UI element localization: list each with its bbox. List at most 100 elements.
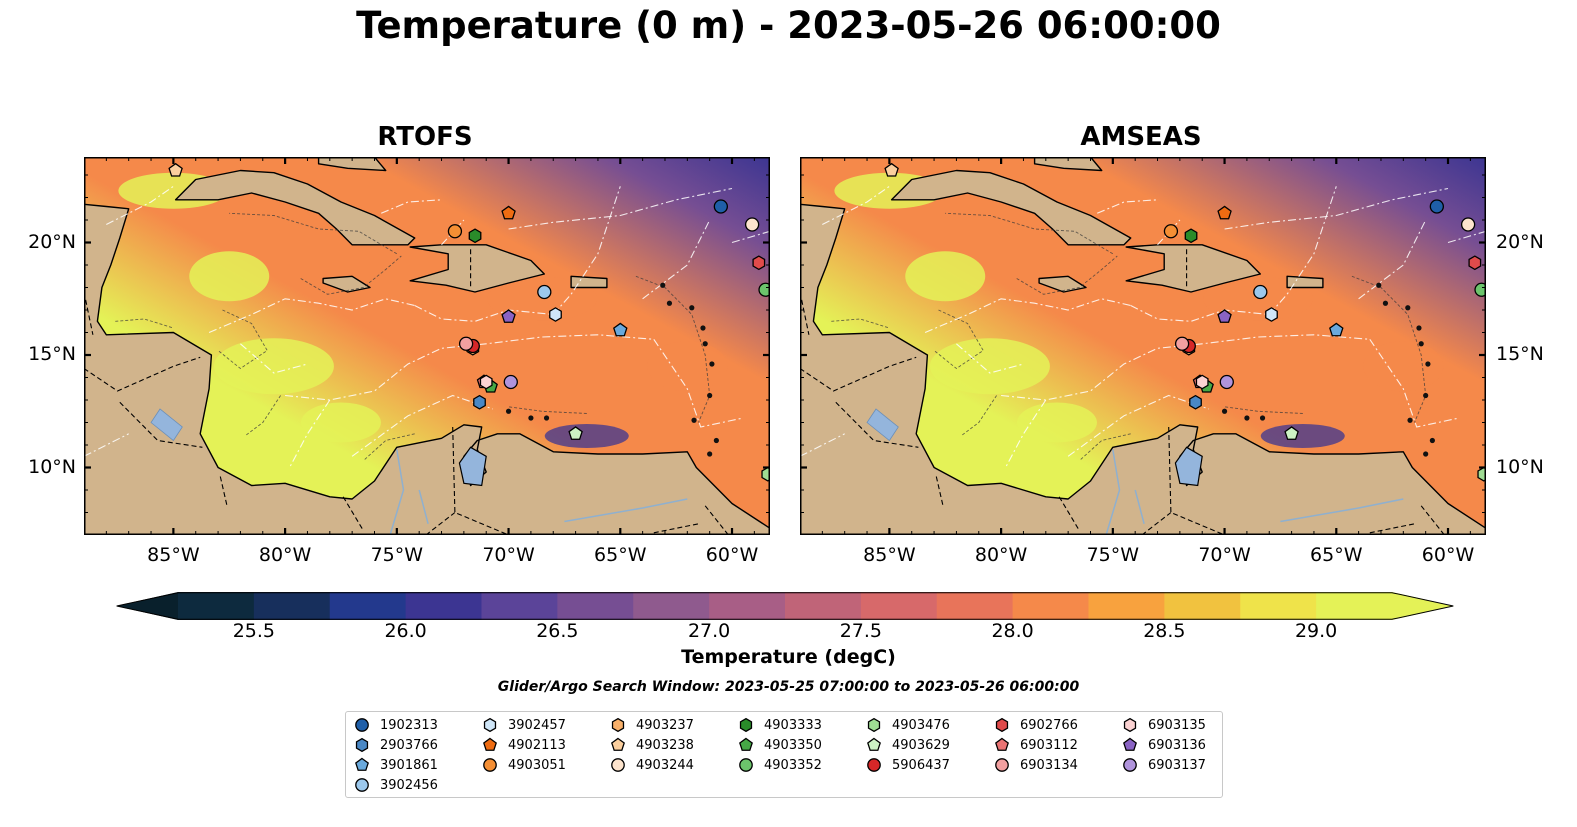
eez-boundary — [1224, 187, 1449, 230]
float-marker-3902456 — [537, 284, 552, 300]
lon-tick-label: 60°W — [705, 544, 759, 566]
eez-boundary — [552, 186, 621, 315]
small-island — [1244, 415, 1250, 421]
legend-item-6903137: 6903137 — [1120, 755, 1206, 775]
lat-tick-label: 15°N — [1496, 343, 1544, 365]
legend-marker-hexagon — [995, 717, 1009, 733]
float-marker-4903476 — [761, 466, 770, 482]
float-marker-3902456 — [1253, 284, 1268, 300]
small-island — [666, 300, 673, 306]
colorbar-band — [1164, 592, 1241, 620]
colorbar-band — [1012, 592, 1090, 620]
eez-boundary — [653, 338, 744, 428]
legend-item-4903244: 4903244 — [608, 755, 694, 775]
legend-label: 6903134 — [1020, 757, 1078, 773]
legend-marker-hexagon — [483, 717, 497, 733]
colorbar-outline — [116, 592, 1454, 620]
lon-tick-label: 70°W — [482, 544, 535, 566]
lat-tick-label: 10°N — [1496, 455, 1544, 478]
land-mainland — [800, 157, 1486, 535]
colorbar-band — [405, 592, 483, 620]
legend-item-6903135: 6903135 — [1120, 715, 1206, 735]
legend-item-4903629: 4903629 — [864, 735, 950, 755]
country-border — [1168, 426, 1225, 535]
float-marker-3901861 — [1329, 322, 1344, 337]
colorbar-band — [1088, 592, 1165, 620]
small-island — [1376, 282, 1382, 288]
legend-item-4903333: 4903333 — [736, 715, 822, 735]
lon-tick-label: 75°W — [1086, 544, 1140, 566]
country-border — [835, 401, 919, 448]
small-island — [691, 417, 697, 423]
eez-boundary — [822, 185, 890, 225]
colorbar-tick-label: 28.0 — [991, 620, 1034, 642]
eez-boundary — [1268, 186, 1337, 315]
eez-boundary — [1369, 338, 1460, 428]
float-marker-6903136 — [1217, 309, 1232, 323]
legend-marker-hexagon — [739, 717, 753, 733]
legend-marker-pentagon — [739, 737, 753, 751]
eez-boundary — [1447, 230, 1486, 244]
colorbar-band — [557, 592, 634, 620]
small-island — [700, 325, 706, 331]
small-island — [689, 305, 695, 311]
lon-tick-label: 85°W — [863, 544, 916, 566]
search-window-caption: Glider/Argo Search Window: 2023-05-25 07… — [497, 679, 1080, 695]
legend-marker-pentagon — [611, 737, 625, 751]
small-island — [528, 415, 534, 421]
colorbar-band — [633, 592, 710, 620]
small-island — [1423, 392, 1429, 399]
legend-item-3902456: 3902456 — [352, 775, 438, 795]
float-marker-6903137 — [503, 374, 518, 390]
legend-label: 5906437 — [892, 757, 950, 773]
lon-tick-label: 70°W — [1198, 544, 1251, 566]
country-border — [1141, 512, 1172, 535]
land-hispaniola — [409, 244, 545, 293]
colorbar-band — [936, 592, 1014, 620]
eez-boundary — [208, 298, 415, 334]
lake-nicaragua — [150, 408, 183, 442]
legend-marker-circle — [739, 758, 753, 772]
river-line — [564, 498, 688, 523]
eez-boundary — [285, 334, 654, 401]
lake-maracaibo — [458, 446, 487, 487]
bathymetry-contour — [508, 406, 587, 414]
legend-marker-hexagon — [867, 717, 881, 733]
legend-label: 3902456 — [380, 777, 438, 793]
bathymetry-contour — [1224, 406, 1303, 414]
float-marker-6903134 — [1174, 336, 1190, 351]
legend-marker-circle — [483, 758, 497, 772]
legend-marker-circle — [995, 758, 1009, 772]
float-marker-4903238 — [168, 162, 183, 177]
legend-marker-hexagon — [611, 717, 625, 733]
panel-title-rtofs: RTOFS — [377, 122, 473, 152]
bathymetry-contour — [229, 212, 398, 255]
map-frame — [84, 157, 770, 535]
land-puertorico — [1286, 275, 1324, 289]
float-marker-2903766 — [1189, 394, 1202, 410]
eez-boundary — [642, 219, 711, 300]
legend-item-3902457: 3902457 — [480, 715, 566, 735]
colorbar-extend-max — [1392, 592, 1454, 620]
country-border — [84, 291, 94, 335]
lon-tick-label: 80°W — [974, 544, 1028, 566]
colorbar-tick-label: 28.5 — [1143, 620, 1186, 642]
legend-label: 6903112 — [1020, 737, 1078, 753]
float-marker-6903134 — [458, 336, 474, 351]
legend-item-4903476: 4903476 — [864, 715, 950, 735]
bathymetry-contour — [244, 395, 281, 437]
lat-tick-label: 10°N — [28, 455, 76, 478]
country-border — [800, 356, 917, 392]
land-hispaniola — [1125, 244, 1261, 293]
lon-tick-label: 65°W — [594, 544, 647, 566]
legend-item-6902766: 6902766 — [992, 715, 1078, 735]
legend-item-6903134: 6903134 — [992, 755, 1078, 775]
legend-item-4903350: 4903350 — [736, 735, 822, 755]
legend-marker-pentagon — [995, 737, 1009, 751]
country-border — [452, 426, 509, 535]
legend-marker-circle — [355, 778, 369, 792]
legend-label: 6902766 — [1020, 717, 1078, 733]
legend-label: 4903476 — [892, 717, 950, 733]
lat-tick-label: 20°N — [28, 230, 76, 253]
lat-tick-label: 20°N — [1496, 230, 1544, 253]
